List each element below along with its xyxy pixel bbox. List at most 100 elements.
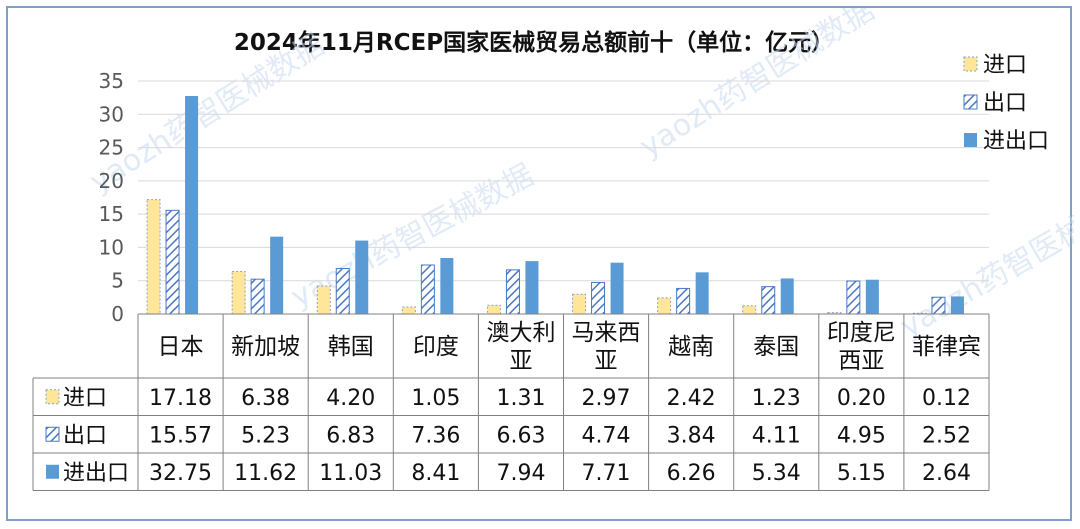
bar-进口-韩国 <box>316 285 331 315</box>
bar-进口-越南 <box>657 297 672 315</box>
row-key-进出口 <box>46 464 59 479</box>
y-tick-label: 15 <box>99 202 124 226</box>
y-tick-label: 5 <box>111 269 124 293</box>
y-tick-label: 30 <box>99 102 124 126</box>
bar-进出口-印度尼西亚 <box>865 279 879 314</box>
bar-出口-印度 <box>420 264 435 315</box>
legend-label: 出口 <box>983 91 1027 116</box>
bar-进口-日本 <box>146 199 161 315</box>
legend-key-进出口 <box>964 133 977 147</box>
data-label: 4.11 <box>752 423 801 448</box>
data-label: 6.83 <box>326 423 375 448</box>
data-label: 32.75 <box>149 461 212 486</box>
data-label: 6.38 <box>241 386 290 411</box>
category-label: 印度尼 <box>827 320 896 346</box>
bar-出口-日本 <box>165 209 180 315</box>
row-key-出口 <box>45 426 60 442</box>
bar-进口-印度 <box>401 306 416 315</box>
data-label: 6.63 <box>496 423 545 448</box>
data-label: 2.52 <box>922 423 971 448</box>
data-label: 17.18 <box>149 386 212 411</box>
bar-出口-越南 <box>676 287 691 315</box>
bar-出口-新加坡 <box>250 278 265 315</box>
data-label: 4.95 <box>837 423 886 448</box>
data-label: 5.15 <box>837 461 886 486</box>
bar-出口-泰国 <box>761 286 776 315</box>
legend-label: 进口 <box>983 53 1027 78</box>
chart-canvas: 2024年11月RCEP国家医械贸易总额前十（单位：亿元） yaozh药智医械数… <box>32 8 1075 491</box>
row-label: 进口 <box>63 386 107 411</box>
bar-进出口-印度 <box>440 258 454 314</box>
legend-label: 进出口 <box>983 129 1049 154</box>
bar-出口-马来西亚 <box>591 281 606 315</box>
chart-title: 2024年11月RCEP国家医械贸易总额前十（单位：亿元） <box>234 29 834 56</box>
data-label: 6.26 <box>667 461 716 486</box>
data-label: 7.94 <box>496 461 545 486</box>
category-label: 亚 <box>509 348 532 374</box>
bars <box>146 95 964 315</box>
category-label: 泰国 <box>753 334 799 360</box>
data-label: 4.20 <box>326 386 375 411</box>
y-tick-label: 20 <box>99 169 124 193</box>
data-label: 11.62 <box>234 461 297 486</box>
data-label: 7.71 <box>582 461 631 486</box>
row-label: 出口 <box>63 423 107 448</box>
bar-进出口-泰国 <box>780 278 794 314</box>
category-label: 澳大利 <box>486 320 555 346</box>
bar-进出口-澳大利亚 <box>525 261 539 314</box>
chart-frame: 2024年11月RCEP国家医械贸易总额前十（单位：亿元） yaozh药智医械数… <box>6 6 1075 521</box>
y-tick-label: 10 <box>99 235 124 259</box>
y-tick-label: 25 <box>99 136 124 160</box>
bar-出口-韩国 <box>335 268 350 315</box>
category-label: 日本 <box>158 334 204 360</box>
bar-进口-泰国 <box>742 305 757 315</box>
data-label: 7.36 <box>411 423 460 448</box>
category-label: 亚 <box>595 348 618 374</box>
data-label: 5.23 <box>241 423 290 448</box>
legend-key-进口 <box>963 56 978 72</box>
bar-出口-菲律宾 <box>931 296 946 315</box>
row-label: 进出口 <box>63 461 129 486</box>
data-label: 0.20 <box>837 386 886 411</box>
category-label: 韩国 <box>328 334 374 360</box>
watermark-text: yaozh药智医械数据 <box>895 180 1075 345</box>
bar-进出口-马来西亚 <box>610 262 624 314</box>
bar-进出口-韩国 <box>355 240 369 314</box>
data-label: 4.74 <box>582 423 631 448</box>
data-label: 1.05 <box>411 386 460 411</box>
legend-key-出口 <box>963 94 978 110</box>
data-label: 2.42 <box>667 386 716 411</box>
y-tick-label: 35 <box>99 69 124 93</box>
data-label: 15.57 <box>149 423 212 448</box>
bar-出口-印度尼西亚 <box>846 280 861 315</box>
category-label: 西亚 <box>838 348 884 374</box>
bar-进出口-日本 <box>185 95 199 314</box>
category-label: 马来西 <box>572 320 641 346</box>
data-label: 1.23 <box>752 386 801 411</box>
gridlines <box>138 80 989 315</box>
bar-进口-新加坡 <box>231 271 246 315</box>
bar-进口-马来西亚 <box>572 293 587 315</box>
data-label: 5.34 <box>752 461 801 486</box>
data-label: 2.97 <box>582 386 631 411</box>
data-label: 11.03 <box>319 461 382 486</box>
bar-出口-澳大利亚 <box>505 269 520 315</box>
category-label: 印度 <box>413 334 459 360</box>
bar-进出口-菲律宾 <box>950 296 964 314</box>
data-label: 1.31 <box>496 386 545 411</box>
category-label: 菲律宾 <box>912 334 981 360</box>
category-label: 新加坡 <box>231 334 300 360</box>
row-key-进口 <box>45 389 60 405</box>
y-tick-label: 0 <box>111 302 124 326</box>
data-label: 2.64 <box>922 461 971 486</box>
data-label: 3.84 <box>667 423 716 448</box>
bar-进出口-越南 <box>695 272 709 314</box>
data-label: 8.41 <box>411 461 460 486</box>
y-axis: 0 5 10 15 20 25 30 35 <box>99 69 124 326</box>
bar-进出口-新加坡 <box>270 236 284 314</box>
data-label: 0.12 <box>922 386 971 411</box>
bar-进口-澳大利亚 <box>486 304 501 315</box>
category-label: 越南 <box>668 334 714 360</box>
